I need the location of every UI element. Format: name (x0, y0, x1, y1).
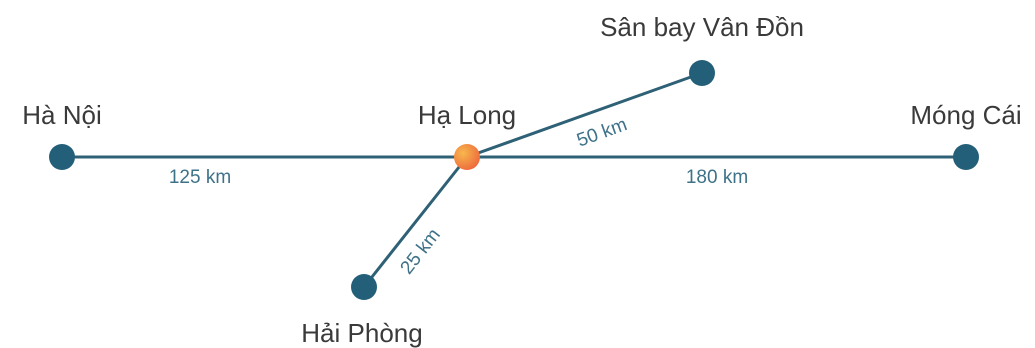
label-hai-phong: Hải Phòng (301, 318, 422, 348)
distance-san-bay-van-don: 50 km (574, 114, 630, 151)
node-hub-ha-long (454, 144, 480, 170)
label-ha-long: Hạ Long (418, 100, 516, 130)
label-san-bay-van-don: Sân bay Vân Đồn (600, 12, 804, 42)
route-san-bay-van-don (465, 71, 704, 159)
route-hai-phong (362, 155, 469, 289)
node-hai-phong (351, 274, 377, 300)
node-mong-cai (953, 144, 979, 170)
node-san-bay-van-don (689, 60, 715, 86)
node-ha-noi (49, 144, 75, 170)
distance-ha-noi: 125 km (169, 167, 231, 188)
label-mong-cai: Móng Cái (910, 100, 1021, 130)
distance-hai-phong: 25 km (396, 225, 444, 279)
label-ha-noi: Hà Nội (22, 100, 101, 130)
distance-mong-cai: 180 km (686, 167, 748, 188)
